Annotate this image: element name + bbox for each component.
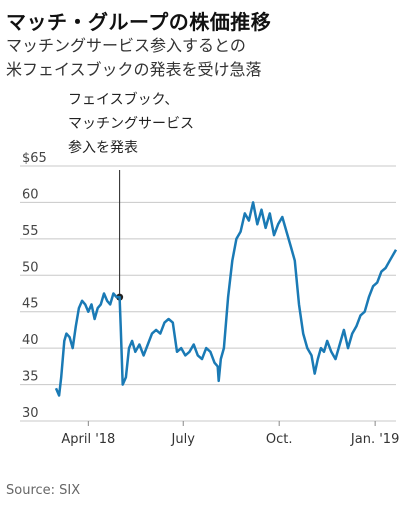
chart-subtitle: マッチングサービス参入するとの 米フェイスブックの発表を受け急落 bbox=[6, 34, 262, 82]
x-tick-label: April '18 bbox=[61, 432, 115, 447]
annotation-line-3: 参入を発表 bbox=[68, 139, 138, 156]
y-axis-ticks: $65 60 55 50 45 40 35 30 bbox=[22, 151, 47, 421]
annotation-line-1: フェイスブック、 bbox=[68, 91, 178, 108]
price-line bbox=[54, 201, 398, 397]
x-axis-ticks: April '18 July Oct. Jan. '19 bbox=[61, 421, 399, 447]
y-tick-label: 50 bbox=[22, 260, 39, 275]
y-tick-label: 55 bbox=[22, 224, 39, 239]
source-note: Source: SIX bbox=[6, 483, 81, 498]
y-tick-label: $65 bbox=[22, 151, 47, 166]
chart-title: マッチ・グループの株価推移 bbox=[6, 10, 272, 34]
x-tick-label: July bbox=[171, 432, 196, 447]
y-tick-label: 35 bbox=[22, 370, 39, 385]
series-group bbox=[54, 201, 398, 397]
annotation: フェイスブック、 マッチングサービス 参入を発表 bbox=[68, 91, 194, 301]
y-tick-label: 60 bbox=[22, 187, 39, 202]
gridlines bbox=[20, 165, 396, 422]
x-tick-label: Oct. bbox=[266, 432, 293, 447]
y-tick-label: 45 bbox=[22, 297, 39, 312]
y-tick-label: 30 bbox=[22, 406, 39, 421]
annotation-line-2: マッチングサービス bbox=[68, 116, 194, 132]
subtitle-line-1: マッチングサービス参入するとの bbox=[6, 36, 246, 55]
y-tick-label: 40 bbox=[22, 333, 39, 348]
x-tick-label: Jan. '19 bbox=[350, 432, 399, 447]
subtitle-line-2: 米フェイスブックの発表を受け急落 bbox=[6, 60, 262, 79]
